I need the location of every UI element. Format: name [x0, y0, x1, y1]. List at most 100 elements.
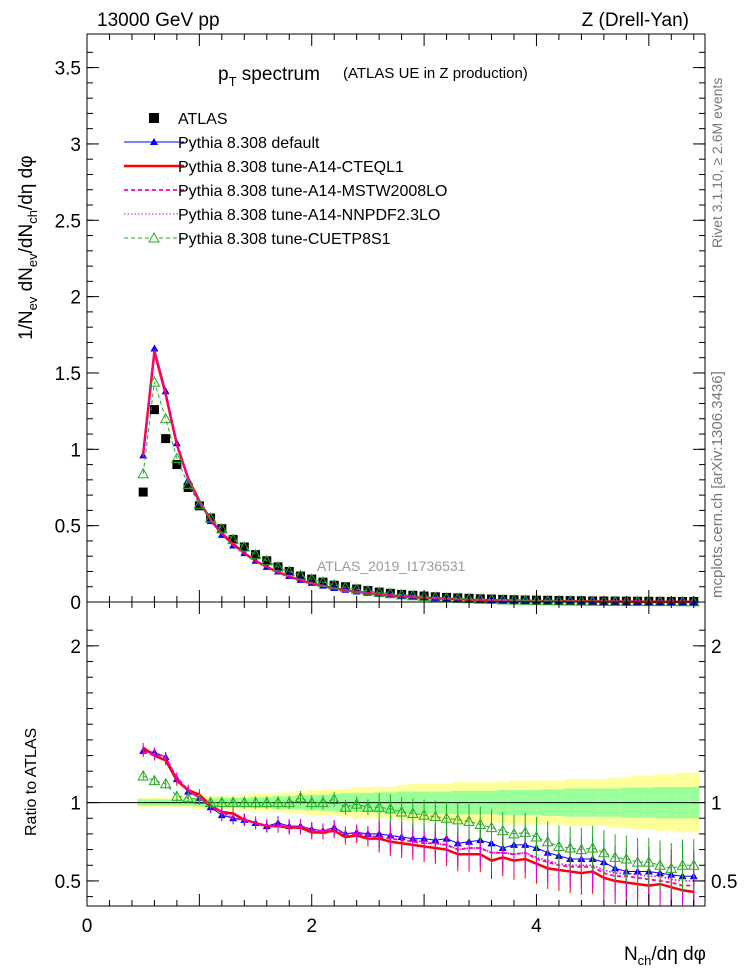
- legend-item: Pythia 8.308 tune-CUETP8S1: [124, 231, 391, 248]
- ratio-marker-open-triangle: [440, 812, 453, 823]
- ratio-panel: [87, 743, 705, 906]
- marker-open-triangle: [496, 593, 509, 605]
- ytick-label: 3.5: [55, 59, 81, 80]
- marker-open-triangle: [137, 467, 150, 479]
- marker-open-triangle: [317, 576, 329, 587]
- ratio-marker-open-triangle: [305, 796, 318, 808]
- ylabel-ratio: Ratio to ATLAS: [23, 728, 40, 836]
- ytick-label: 1: [70, 440, 81, 461]
- ratio-marker-open-triangle: [620, 852, 633, 864]
- ratio-marker-open-triangle: [159, 777, 172, 789]
- ratio-marker-open-triangle: [193, 793, 206, 804]
- ratio-marker-open-triangle: [575, 843, 588, 855]
- legend-label: Pythia 8.308 tune-A14-NNPDF2.3LO: [178, 207, 440, 224]
- ratio-marker-open-triangle: [328, 793, 341, 804]
- ratio-marker-open-triangle: [429, 810, 442, 822]
- ratio-marker-open-triangle: [586, 841, 599, 853]
- ratio-marker-open-triangle: [631, 856, 644, 867]
- legend-label: Pythia 8.308 tune-A14-CTEQL1: [178, 159, 404, 176]
- ratio-marker-open-triangle: [317, 796, 329, 808]
- side-label-rivet: Rivet 3.1.10, ≥ 2.6M events: [709, 78, 725, 248]
- legend-marker-square: [149, 113, 159, 123]
- legend: ATLAS Pythia 8.308 default Pythia 8.308 tu…: [124, 111, 447, 248]
- marker-open-triangle: [272, 560, 284, 572]
- marker-open-triangle: [227, 533, 239, 544]
- ratio-marker-open-triangle: [654, 859, 666, 870]
- legend-label: Pythia 8.308 tune-A14-MSTW2008LO: [178, 183, 447, 200]
- side-label-mcplots: mcplots.cern.ch [arXiv:1306.3436]: [709, 371, 726, 598]
- legend-marker-open-triangle: [148, 231, 160, 243]
- ratio-marker-open-triangle: [171, 790, 183, 801]
- marker-open-triangle: [260, 554, 273, 566]
- legend-item: Pythia 8.308 tune-A14-CTEQL1: [124, 159, 404, 176]
- data-point-atlas: [138, 487, 148, 497]
- plot-title-rest: spectrum: [237, 64, 320, 85]
- marker-open-triangle: [631, 595, 644, 607]
- ratio-marker-open-triangle: [553, 840, 565, 851]
- marker-open-triangle: [283, 565, 296, 576]
- data-point-atlas: [161, 434, 171, 444]
- marker-open-triangle: [407, 589, 419, 601]
- ratio-marker-open-triangle: [272, 796, 284, 808]
- plot-title-sub: T: [229, 74, 237, 89]
- marker-open-triangle: [328, 578, 341, 590]
- ratio-marker-open-triangle: [418, 809, 430, 820]
- ratio-marker-open-triangle: [474, 818, 487, 830]
- xtick-label: 0: [82, 916, 93, 937]
- marker-open-triangle: [159, 412, 172, 424]
- legend-label: Pythia 8.308 tune-CUETP8S1: [178, 231, 391, 248]
- marker-open-triangle: [564, 594, 577, 606]
- marker-open-triangle: [384, 587, 397, 599]
- ratio-ytick-label-right: 2: [711, 637, 722, 658]
- marker-open-triangle: [193, 498, 206, 509]
- legend-marker-triangle: [150, 138, 158, 145]
- ratio-frame: [86, 601, 706, 907]
- ratio-ytick-label-right: 0.5: [711, 872, 737, 893]
- ratio-marker-open-triangle: [294, 791, 307, 803]
- series-line: [142, 348, 694, 603]
- legend-label: ATLAS: [178, 111, 228, 128]
- ratio-marker-open-triangle: [137, 769, 150, 781]
- ratio-marker-open-triangle: [609, 851, 621, 862]
- ratio-marker-open-triangle: [519, 826, 532, 837]
- marker-open-triangle: [586, 595, 599, 606]
- ytick-label: 2: [70, 288, 81, 309]
- ratio-marker-open-triangle: [485, 821, 498, 833]
- data-point-atlas: [228, 534, 238, 544]
- xtick-label: 2: [306, 916, 317, 937]
- header-left: 13000 GeV pp: [97, 10, 220, 31]
- marker-open-triangle: [204, 511, 217, 523]
- ratio-marker-open-triangle: [373, 801, 385, 812]
- ratio-ytick-label: 2: [70, 637, 81, 658]
- ratio-marker-open-triangle: [665, 862, 678, 873]
- marker-open-triangle: [249, 548, 262, 560]
- ytick-label: 1.5: [55, 364, 81, 385]
- marker-open-triangle: [429, 591, 442, 602]
- ratio-series-line: [143, 750, 694, 882]
- ratio-marker-open-triangle: [451, 813, 464, 825]
- ratio-marker-open-triangle: [260, 796, 273, 808]
- data-point-atlas: [172, 460, 182, 470]
- ratio-marker-open-triangle: [204, 796, 217, 808]
- ytick-label: 0: [70, 593, 81, 614]
- ratio-ytick-label: 0.5: [55, 872, 81, 893]
- legend-item: Pythia 8.308 default: [124, 135, 320, 152]
- ratio-marker-open-triangle: [530, 831, 543, 842]
- ratio-marker-open-triangle: [496, 824, 509, 836]
- xtick-label: 4: [531, 916, 542, 937]
- marker-open-triangle: [182, 478, 194, 489]
- legend-item: Pythia 8.308 tune-A14-MSTW2008LO: [124, 183, 447, 200]
- ratio-marker-open-triangle: [227, 796, 239, 808]
- ratio-marker-open-triangle: [148, 774, 161, 786]
- ratio-series-line: [142, 746, 694, 894]
- data-point-atlas: [239, 542, 249, 552]
- ytick-label: 0.5: [55, 517, 81, 538]
- marker-open-triangle: [362, 584, 374, 596]
- ratio-marker-open-triangle: [395, 805, 408, 817]
- ratio-marker-open-triangle: [463, 815, 475, 826]
- ratio-marker-open-triangle: [687, 859, 700, 870]
- ratio-marker-open-triangle: [339, 801, 352, 812]
- marker-triangle: [150, 344, 159, 352]
- ratio-marker-open-triangle: [598, 846, 610, 858]
- ylabel-main: 1/Nev dNev/dNch/dη dφ: [16, 155, 40, 340]
